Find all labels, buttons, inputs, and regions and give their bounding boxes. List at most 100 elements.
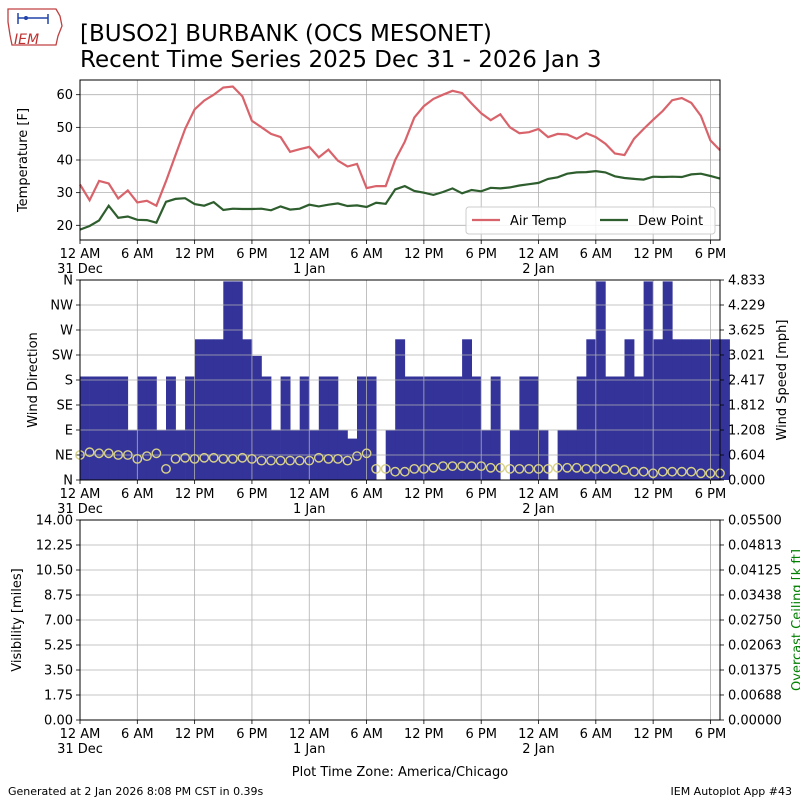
wind-speed-bar (185, 376, 195, 480)
wind-speed-bar (662, 281, 673, 480)
wind-speed-bar (681, 339, 692, 480)
x-tick-label: 12 AM (60, 727, 101, 742)
x-date-label: 1 Jan (293, 742, 325, 757)
wind-direction-marker (103, 448, 114, 459)
y2-tick-label: 2.417 (728, 373, 765, 388)
x-tick-label: 6 PM (236, 487, 267, 502)
y-tick-label: 60 (56, 88, 73, 103)
x-tick-label: 12 PM (404, 247, 444, 262)
y2-tick-label: 0.05500 (728, 514, 782, 529)
x-date-label: 31 Dec (57, 502, 103, 517)
wind-direction-marker (246, 453, 257, 464)
wind-direction-marker (495, 462, 506, 473)
y-tick-label: NE (55, 449, 73, 464)
wind-direction-marker (676, 466, 687, 477)
wind-direction-marker (524, 463, 534, 474)
x-date-label: 2 Jan (522, 502, 554, 517)
legend: Air Temp Dew Point (465, 206, 716, 235)
wind-speed-bar (347, 438, 358, 480)
wind-speed-bar (624, 339, 635, 480)
wind-panel: N NE E SE S SW W NW N 0.000 0.604 1.208 1.812 2.417 3.… (26, 274, 790, 518)
x-tick-label: 12 PM (404, 727, 444, 742)
wind-speed-bar (519, 376, 530, 480)
x-tick-label: 6 AM (350, 247, 383, 262)
wind-direction-marker (122, 450, 133, 460)
x-tick-label: 12 AM (518, 487, 559, 502)
x-tick-label: 12 PM (175, 487, 215, 502)
legend-box (465, 206, 716, 235)
wind-speed-bar (137, 376, 148, 480)
y-tick-label: 20 (56, 219, 73, 234)
y-tick-label: 3.50 (44, 664, 73, 679)
x-date-label: 2 Jan (522, 742, 554, 757)
wind-direction-marker (619, 465, 630, 475)
x-tick-label: 6 AM (580, 727, 613, 742)
y2-tick-label: 0.04125 (728, 564, 782, 579)
y-tick-label: 1.75 (44, 689, 73, 704)
wind-direction-marker (180, 452, 191, 463)
x-tick-label: 12 AM (518, 727, 559, 742)
logo-text: IEM (14, 32, 39, 48)
wind-direction-marker (199, 452, 210, 463)
y-tick-label: 12.25 (36, 539, 73, 554)
x-tick-label: 12 PM (633, 487, 673, 502)
wind-speed-bar (720, 339, 730, 480)
wind-direction-marker (132, 453, 143, 464)
wind-direction-marker (657, 466, 668, 477)
wind-speed-bar (452, 376, 463, 480)
wind-direction-marker (371, 463, 381, 474)
wind-speed-bar (232, 281, 243, 480)
wind-speed-bar (634, 376, 644, 480)
wind-direction-marker (208, 452, 219, 463)
wind-direction-marker (648, 468, 658, 479)
wind-direction-marker (113, 450, 124, 460)
x-tick-label: 6 PM (695, 727, 726, 742)
temperature-panel: 20 30 40 50 60 12 AM 6 AM 12 PM 6 PM 12 AM 6 AM 12 … (16, 79, 726, 277)
x-tick-label: 12 PM (633, 247, 673, 262)
wind-direction-marker (189, 453, 200, 464)
wind-direction-marker (84, 447, 95, 458)
wind-direction-marker (562, 462, 573, 473)
wind-speed-bar (414, 376, 425, 480)
generated-footnote: Generated at 2 Jan 2026 8:08 PM CST in 0… (8, 785, 264, 798)
wind-direction-marker (418, 463, 429, 474)
wind-speed-bar (108, 376, 119, 480)
air-temp-line (79, 85, 721, 208)
wind-speed-bar (204, 339, 215, 480)
wind-direction-marker (428, 462, 439, 473)
wind-speed-bar (605, 376, 616, 480)
x-tick-label: 12 PM (633, 727, 673, 742)
x-tick-label: 6 PM (236, 247, 267, 262)
y-tick-label: 7.00 (44, 614, 73, 629)
x-tick-label: 12 AM (518, 247, 559, 262)
wind-direction-marker (543, 463, 553, 474)
y2-tick-label: 0.00000 (728, 714, 782, 729)
x-tick-label: 12 AM (289, 487, 330, 502)
wind-direction-marker (141, 451, 152, 461)
wind-speed-bar (242, 339, 253, 480)
wind-speed-bar (299, 376, 310, 480)
y-tick-label: 40 (56, 154, 73, 169)
y-tick-label: 5.25 (44, 639, 73, 654)
y2-tick-label: 0.000 (728, 474, 765, 489)
y-axis-label: Temperature [F] (16, 108, 31, 213)
wind-direction-marker (399, 466, 410, 477)
wind-direction-marker (151, 448, 162, 459)
x-tick-label: 6 PM (695, 247, 726, 262)
x-tick-label: 6 PM (236, 727, 267, 742)
y-tick-label: SE (57, 399, 73, 414)
x-tick-label: 6 AM (121, 487, 154, 502)
wind-speed-bar (404, 376, 415, 480)
plot-frame (79, 79, 721, 241)
wind-speed-bar (251, 355, 262, 480)
wind-speed-bar (471, 376, 482, 480)
y-tick-label: W (60, 324, 73, 339)
wind-direction-marker (170, 453, 181, 464)
plot-timezone-label: Plot Time Zone: America/Chicago (292, 765, 508, 780)
y2-tick-label: 0.01375 (728, 664, 782, 679)
wind-direction-marker (476, 461, 487, 471)
y2-tick-label: 1.208 (728, 424, 765, 439)
x-tick-label: 12 AM (289, 247, 330, 262)
wind-direction-marker (447, 461, 458, 471)
